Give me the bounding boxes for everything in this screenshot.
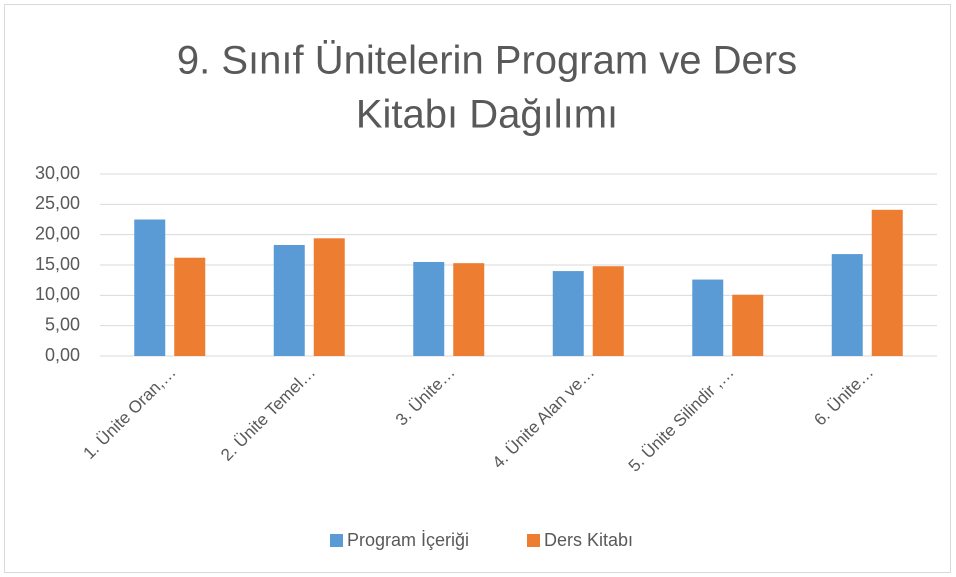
bar bbox=[313, 238, 345, 356]
legend-swatch bbox=[330, 534, 343, 547]
bar bbox=[692, 279, 724, 356]
legend-label: Program İçeriği bbox=[347, 530, 469, 550]
bar bbox=[174, 257, 206, 356]
y-tick-label: 0,00 bbox=[45, 345, 80, 365]
bar bbox=[453, 263, 485, 356]
bar bbox=[871, 209, 903, 356]
bar bbox=[592, 266, 624, 356]
legend-label: Ders Kitabı bbox=[544, 530, 633, 550]
bar bbox=[831, 254, 863, 356]
y-tick-label: 5,00 bbox=[45, 314, 80, 334]
bar bbox=[552, 271, 584, 356]
bar bbox=[273, 244, 305, 356]
bar bbox=[134, 219, 166, 356]
y-tick-label: 20,00 bbox=[35, 223, 80, 243]
bar bbox=[732, 294, 764, 356]
y-tick-label: 25,00 bbox=[35, 193, 80, 213]
legend-swatch bbox=[527, 534, 540, 547]
chart-title: 9. Sınıf Ünitelerin Program ve Ders bbox=[177, 39, 797, 83]
y-tick-label: 30,00 bbox=[35, 163, 80, 183]
bar bbox=[413, 261, 445, 356]
y-tick-label: 10,00 bbox=[35, 284, 80, 304]
chart-title: Kitabı Dağılımı bbox=[356, 93, 618, 137]
y-tick-label: 15,00 bbox=[35, 254, 80, 274]
